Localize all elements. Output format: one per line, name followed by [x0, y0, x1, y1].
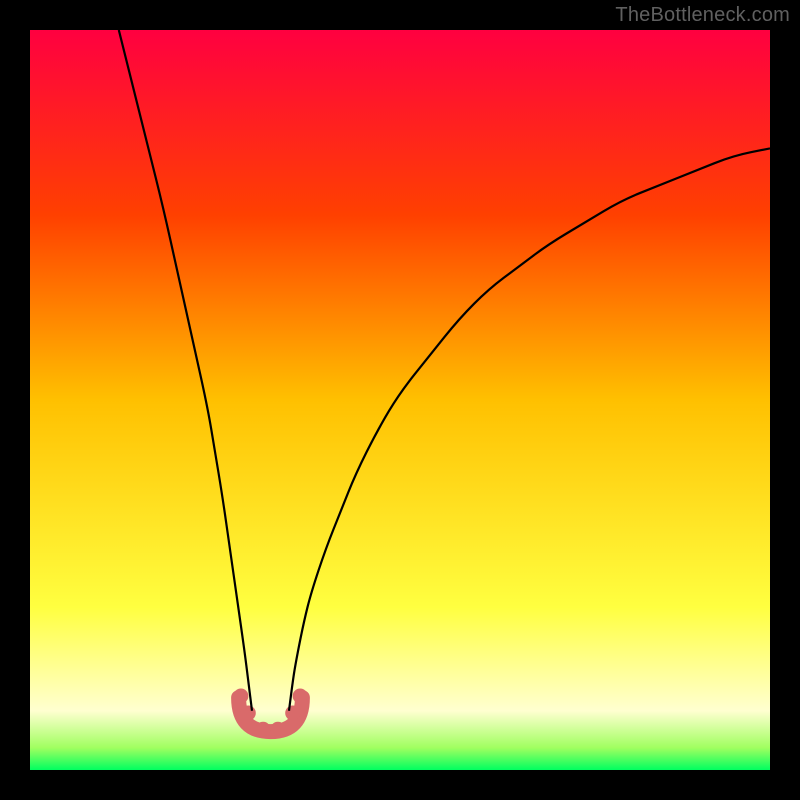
gradient-background — [30, 30, 770, 770]
watermark-text: TheBottleneck.com — [615, 4, 790, 27]
bottleneck-chart — [30, 30, 770, 770]
